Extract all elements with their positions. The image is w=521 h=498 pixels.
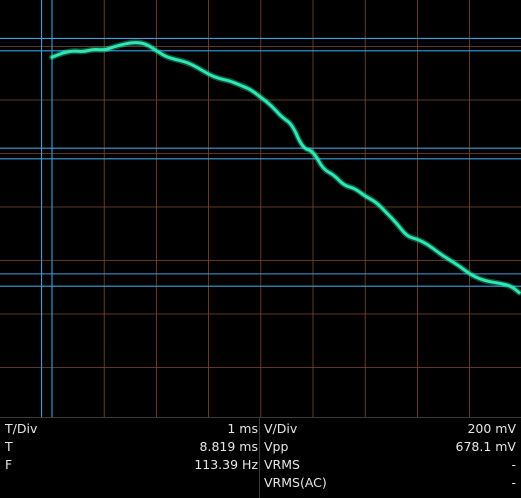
readout-label: Vpp [264,439,289,454]
readout-label: V/Div [264,421,298,436]
readout-value: 8.819 ms [199,439,258,454]
readout-value: - [511,475,516,490]
voltage-readouts: V/Div 200 mV Vpp 678.1 mV VRMS - VRMS(AC… [264,420,516,492]
readout-label: T [5,439,13,454]
readout-row-vrms: VRMS - [264,456,516,474]
graticule [0,0,521,417]
readout-value: 200 mV [467,421,516,436]
timebase-readouts: T/Div 1 ms T 8.819 ms F 113.39 Hz [5,420,258,474]
readout-value: - [511,457,516,472]
cursor-lines[interactable] [0,0,521,417]
oscilloscope-display [0,0,521,417]
readout-row-v-div: V/Div 200 mV [264,420,516,438]
readout-value: 678.1 mV [455,439,517,454]
waveform-line [50,41,521,295]
readout-row-period: T 8.819 ms [5,438,258,456]
readout-divider [259,418,260,498]
readout-value: 113.39 Hz [194,457,258,472]
readout-label: T/Div [5,421,38,436]
measurement-panel: T/Div 1 ms T 8.819 ms F 113.39 Hz V/Div … [0,417,521,498]
readout-value: 1 ms [227,421,258,436]
readout-row-t-div: T/Div 1 ms [5,420,258,438]
readout-row-vrms-ac: VRMS(AC) - [264,474,516,492]
readout-label: VRMS [264,457,300,472]
readout-row-frequency: F 113.39 Hz [5,456,258,474]
readout-row-vpp: Vpp 678.1 mV [264,438,516,456]
waveform-trace [49,39,521,296]
readout-label: F [5,457,13,472]
readout-label: VRMS(AC) [264,475,327,490]
